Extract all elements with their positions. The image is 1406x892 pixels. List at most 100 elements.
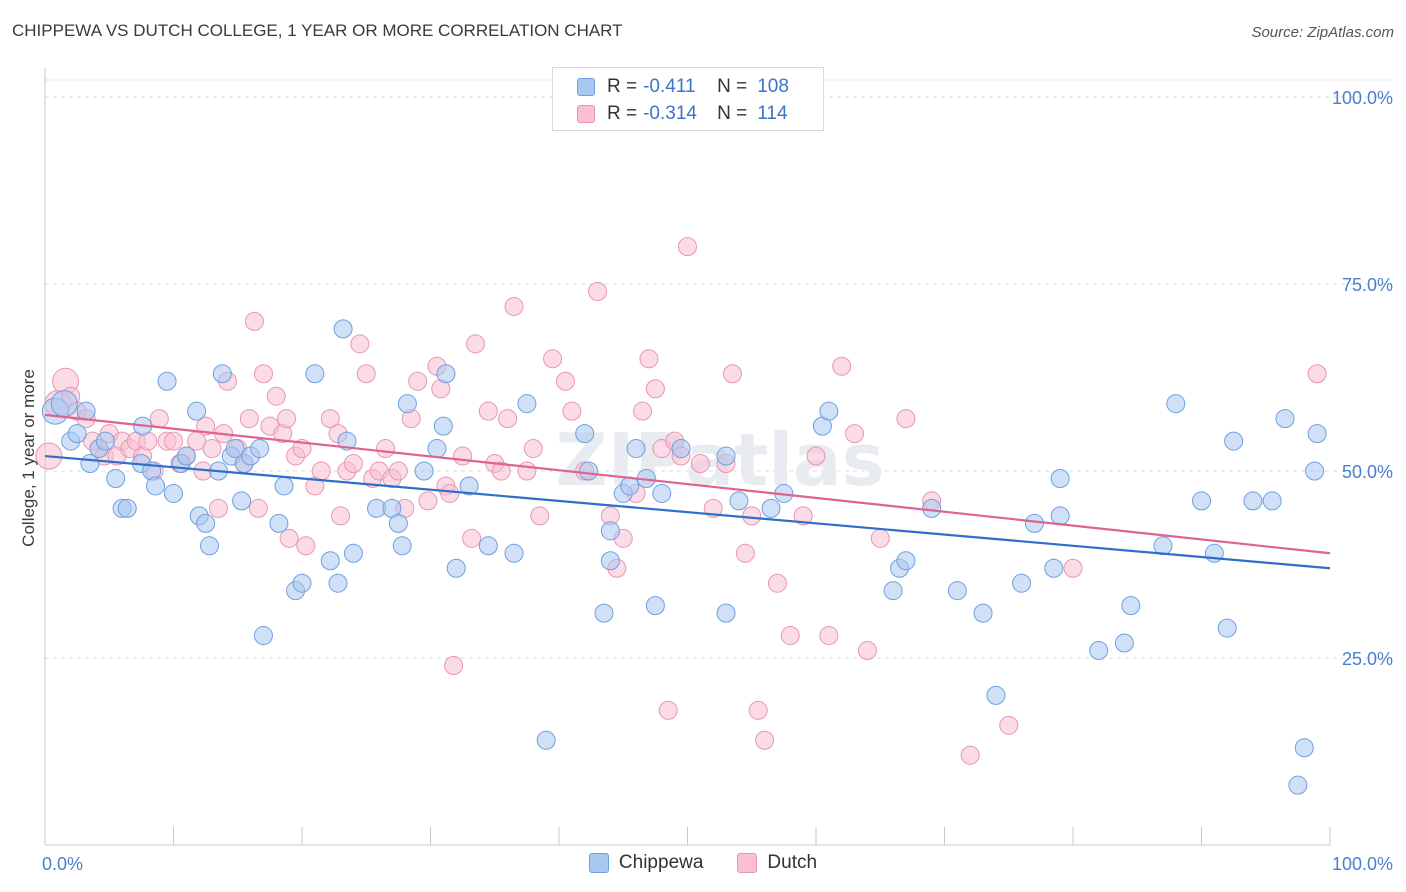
chippewa-point xyxy=(388,513,408,533)
dutch-point xyxy=(478,401,498,421)
chippewa-point xyxy=(337,431,357,451)
chippewa-point xyxy=(392,536,412,556)
dutch-point xyxy=(658,700,678,720)
bottom-legend: Chippewa Dutch xyxy=(0,852,1406,874)
chippewa-point xyxy=(95,431,115,451)
chippewa-point xyxy=(1050,506,1070,526)
chippewa-point xyxy=(1217,618,1237,638)
chippewa-point xyxy=(157,371,177,391)
chart-title: CHIPPEWA VS DUTCH COLLEGE, 1 YEAR OR MOR… xyxy=(12,21,623,40)
chippewa-point xyxy=(176,446,196,466)
y-axis-label: College, 1 year or more xyxy=(19,369,38,547)
dutch-point xyxy=(806,446,826,466)
dutch-point xyxy=(960,745,980,765)
chippewa-point xyxy=(274,476,294,496)
dutch-point xyxy=(491,461,511,481)
dutch-swatch xyxy=(737,853,758,873)
chippewa-point xyxy=(212,364,232,384)
chippewa-point xyxy=(761,498,781,518)
chippewa-point xyxy=(333,319,353,339)
dutch-point xyxy=(870,528,890,548)
dutch-point xyxy=(388,461,408,481)
dutch-point xyxy=(504,296,524,316)
chippewa-point xyxy=(600,551,620,571)
dutch-point xyxy=(633,401,653,421)
chippewa-point xyxy=(1288,775,1308,795)
dutch-point xyxy=(208,498,228,518)
chippewa-point xyxy=(199,536,219,556)
chippewa-point xyxy=(76,401,96,421)
chippewa-point xyxy=(478,536,498,556)
dutch-point xyxy=(767,573,787,593)
legend-row-chippewa: R = -0.411 N = 108 xyxy=(577,75,789,99)
dutch-point xyxy=(999,715,1019,735)
dutch-point xyxy=(239,409,259,429)
dutch-point xyxy=(465,334,485,354)
chippewa-point xyxy=(232,491,252,511)
chippewa-point xyxy=(1224,431,1244,451)
dutch-point xyxy=(832,356,852,376)
chippewa-point xyxy=(973,603,993,623)
dutch-point xyxy=(149,409,169,429)
chippewa-point xyxy=(716,446,736,466)
n-value: 114 xyxy=(757,103,788,124)
chippewa-point xyxy=(579,461,599,481)
n-label: N = xyxy=(717,76,748,97)
chippewa-point xyxy=(645,596,665,616)
chippewa-point xyxy=(896,551,916,571)
chippewa-point xyxy=(427,439,447,459)
chippewa-point xyxy=(50,390,78,418)
chippewa-point xyxy=(536,730,556,750)
chippewa-point xyxy=(1114,633,1134,653)
dutch-point xyxy=(1063,558,1083,578)
chippewa-point xyxy=(716,603,736,623)
dutch-point xyxy=(555,371,575,391)
chippewa-points xyxy=(41,319,1327,795)
r-value: -0.411 xyxy=(643,76,696,97)
dutch-point xyxy=(755,730,775,750)
dutch-point xyxy=(164,431,183,451)
dutch-point xyxy=(517,461,537,481)
chippewa-point xyxy=(146,476,166,496)
chippewa-point xyxy=(1294,738,1314,758)
chippewa-point xyxy=(106,468,126,488)
dutch-point xyxy=(418,491,438,511)
chippewa-point xyxy=(305,364,325,384)
chippewa-point xyxy=(320,551,340,571)
dutch-point xyxy=(498,409,518,429)
dutch-point xyxy=(793,506,813,526)
dutch-point xyxy=(343,454,363,474)
r-label: R = xyxy=(607,76,638,97)
dutch-point xyxy=(748,700,768,720)
n-value: 108 xyxy=(757,76,789,97)
dutch-point xyxy=(350,334,370,354)
chippewa-point xyxy=(196,513,216,533)
dutch-point xyxy=(444,655,464,675)
dutch-point xyxy=(896,409,916,429)
dutch-trend-line xyxy=(44,413,1331,555)
chippewa-point xyxy=(117,498,137,518)
chippewa-point xyxy=(1275,409,1295,429)
chippewa-point xyxy=(1262,491,1282,511)
chippewa-point xyxy=(1307,424,1327,444)
x-tick-label: 0.0% xyxy=(42,854,83,874)
chippewa-point xyxy=(1044,558,1064,578)
dutch-point xyxy=(408,371,428,391)
chippewa-point xyxy=(922,498,942,518)
chippewa-point xyxy=(652,483,672,503)
dutch-point xyxy=(296,536,316,556)
y-tick-label: 75.0% xyxy=(1342,275,1393,295)
dutch-point xyxy=(202,439,222,459)
legend: R = -0.411 N = 108 R = -0.314 N = 114 xyxy=(552,67,824,131)
chippewa-point xyxy=(250,439,270,459)
chippewa-point xyxy=(1024,513,1044,533)
dutch-point xyxy=(376,439,396,459)
chippewa-point xyxy=(986,685,1006,705)
dutch-point xyxy=(530,506,550,526)
chippewa-point xyxy=(67,424,87,444)
dutch-point xyxy=(331,506,351,526)
chippewa-trend-line xyxy=(44,454,1331,570)
dutch-point xyxy=(462,528,482,548)
dutch-point xyxy=(523,439,543,459)
dutch-point xyxy=(742,506,762,526)
